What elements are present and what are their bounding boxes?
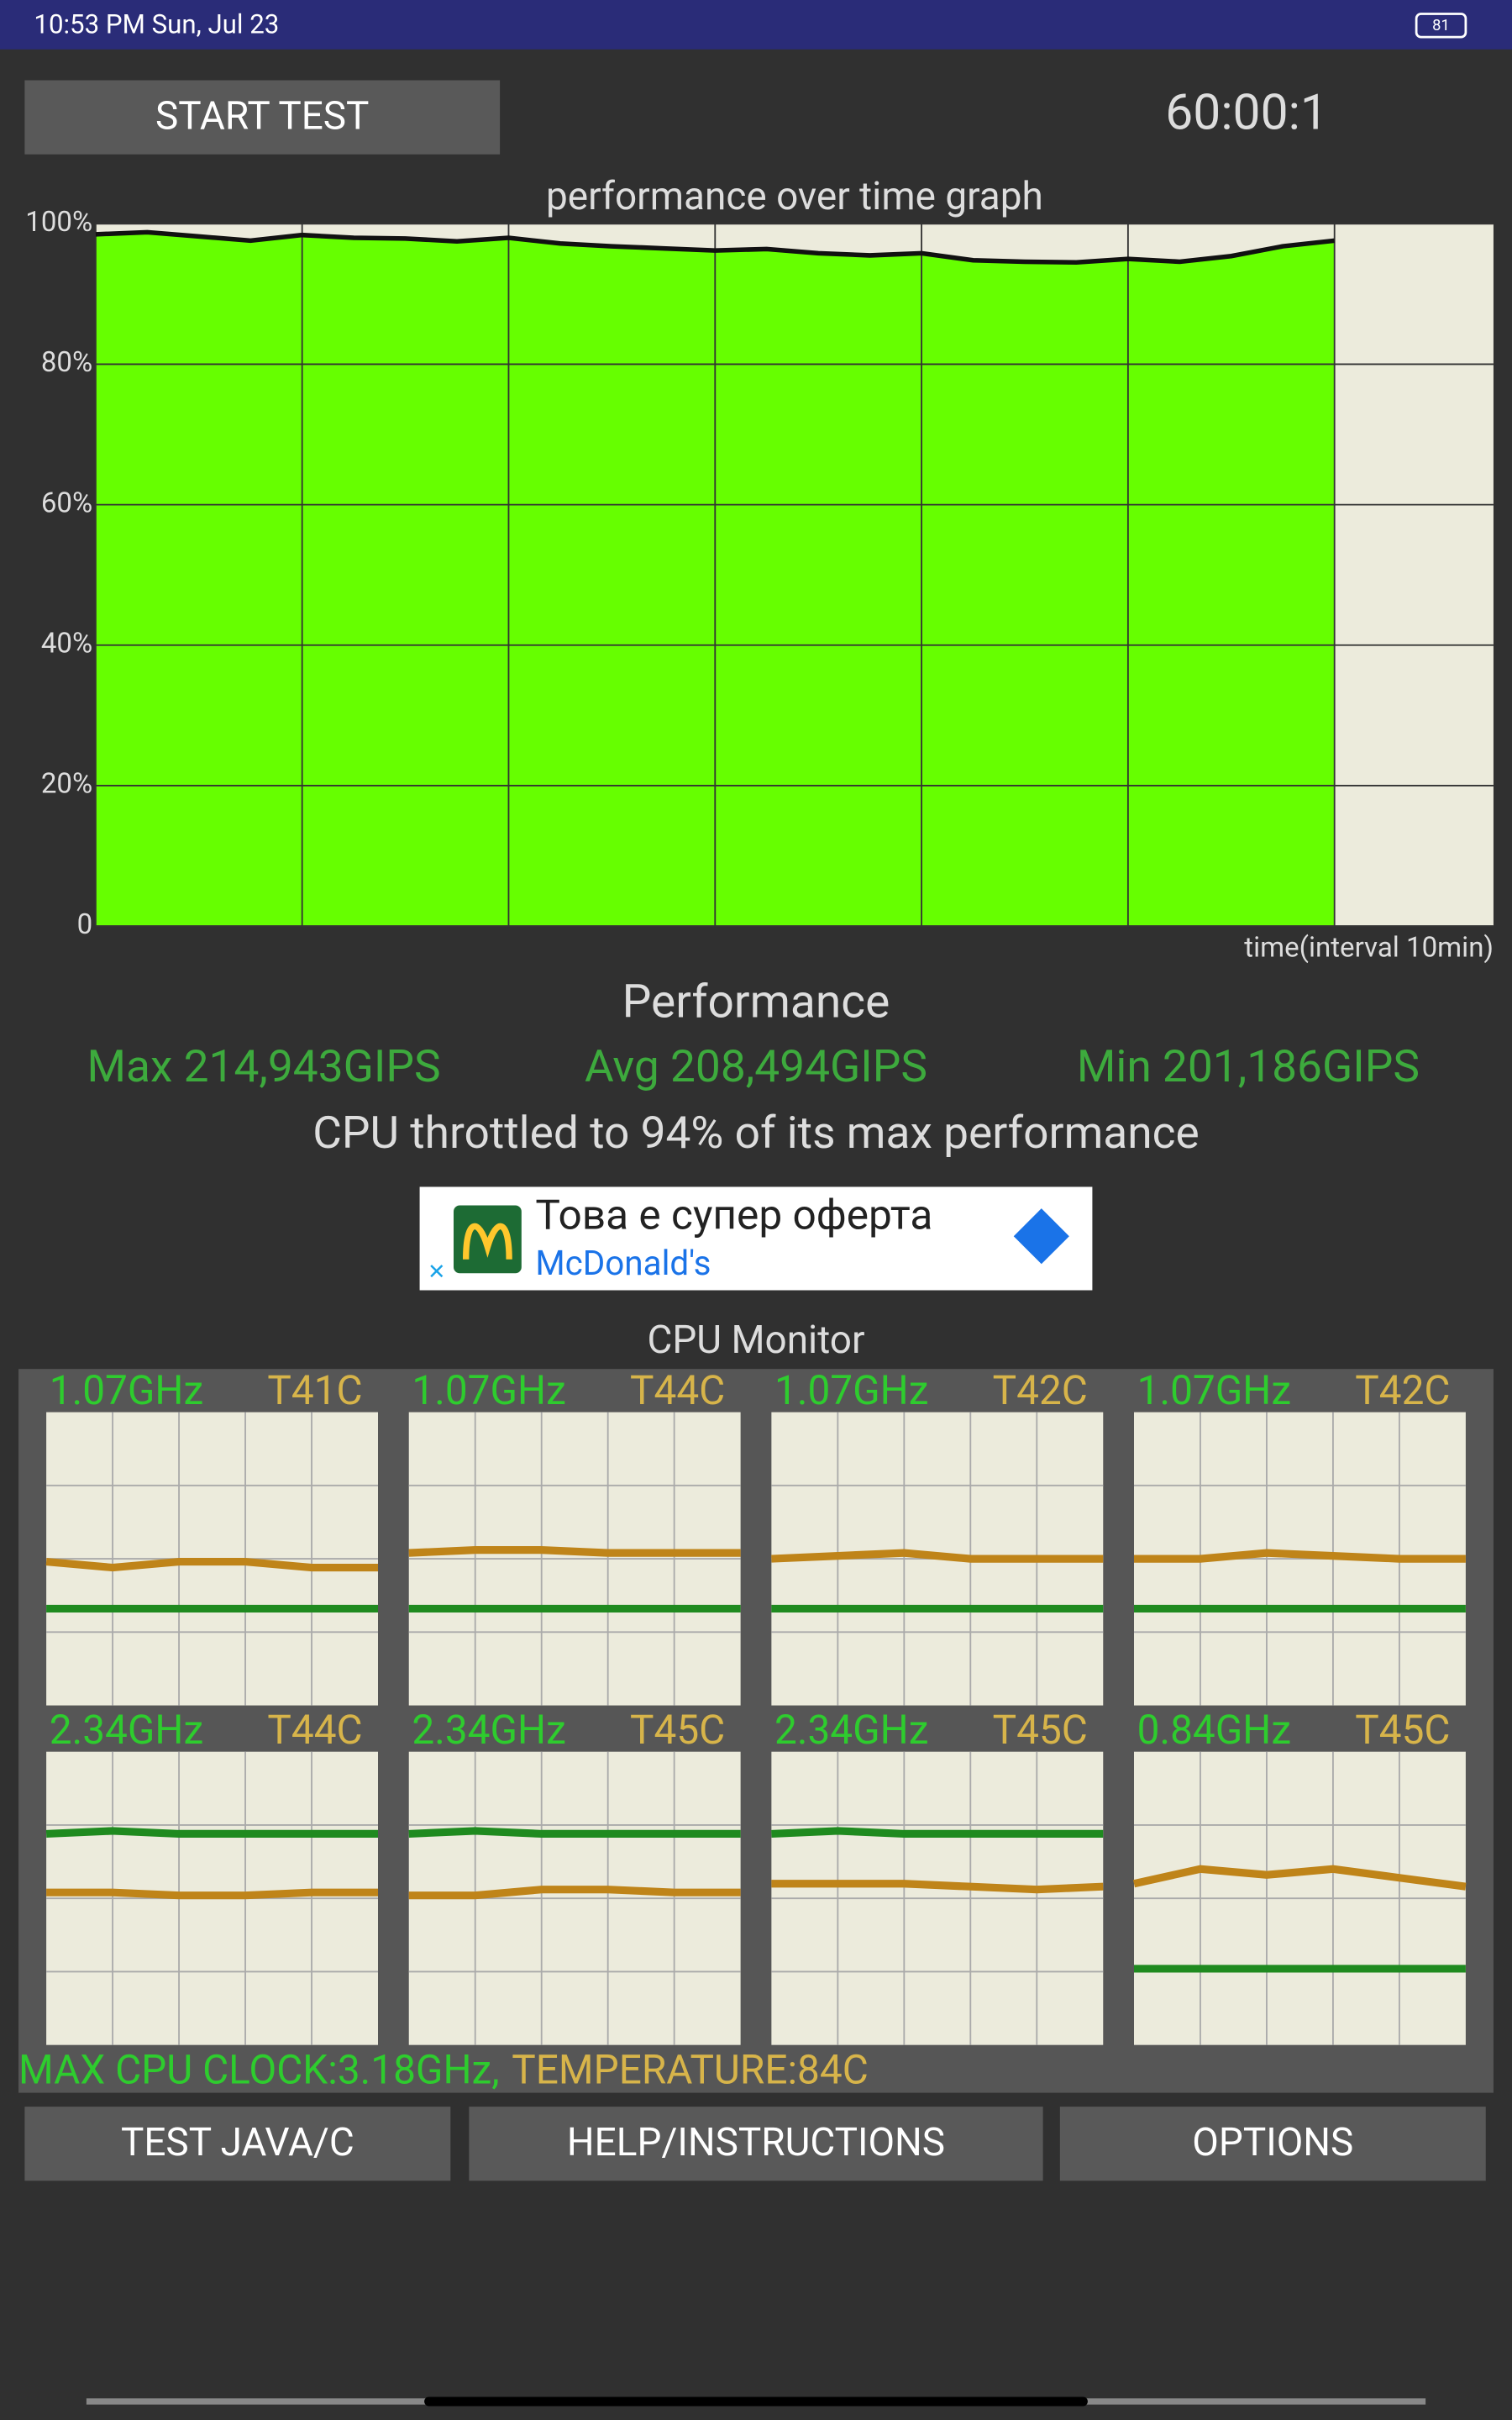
core-temperature-line (1133, 1865, 1467, 1891)
y-tick-label: 80% (41, 346, 92, 379)
ad-brand: McDonald's (535, 1244, 711, 1283)
core-temperature-line (771, 1549, 1104, 1563)
core-temperature-line (408, 1546, 741, 1557)
core-temperature: T41C (267, 1367, 362, 1414)
core-frequency: 2.34GHz (412, 1707, 565, 1754)
core-temperature: T45C (993, 1707, 1088, 1754)
max-cpu-clock: MAX CPU CLOCK:3.18GHz, (18, 2046, 500, 2093)
ad-close[interactable]: ✕ (428, 1260, 446, 1285)
performance-heading: Performance (622, 975, 890, 1028)
core-temperature: T42C (1355, 1367, 1450, 1414)
core-temperature-line (1133, 1549, 1466, 1563)
core-temperature-line (771, 1880, 1104, 1894)
core-frequency: 1.07GHz (412, 1367, 565, 1414)
options-label: OPTIONS (1192, 2120, 1353, 2165)
cpu-monitor-title: CPU Monitor (647, 1318, 864, 1363)
help-button[interactable] (469, 2107, 1043, 2181)
chart-title: performance over time graph (546, 174, 1043, 219)
core-temperature: T44C (267, 1707, 362, 1754)
start-test-button[interactable] (24, 80, 501, 155)
start-test-label: START TEST (155, 94, 369, 139)
nav-handle (424, 2396, 1088, 2407)
status-time: 10:53 PM Sun, Jul 23 (34, 8, 279, 39)
core-frequency: 1.07GHz (50, 1367, 203, 1414)
performance-line (95, 229, 1335, 266)
status-bar (0, 0, 1512, 50)
core-frequency-line (771, 1827, 1104, 1838)
core-temperature: T44C (630, 1367, 725, 1414)
core-temperature-line (46, 1888, 378, 1900)
core-frequency: 2.34GHz (50, 1707, 203, 1754)
plot: 100% 80% 60% 40% 20% 0 (25, 206, 1494, 941)
core-temperature: T45C (1355, 1707, 1450, 1754)
ad-arrow[interactable] (1013, 1208, 1069, 1265)
y-tick-label: 100% (25, 206, 92, 239)
timer: 60:00:1 (1165, 83, 1328, 141)
avg-performance: Avg 208,494GIPS (585, 1041, 927, 1093)
ad-banner[interactable] (419, 1186, 1093, 1291)
core-frequency: 0.84GHz (1137, 1707, 1291, 1754)
core-temperature: T42C (993, 1367, 1088, 1414)
core-frequency-line (408, 1827, 741, 1838)
core-temperature: T45C (630, 1707, 725, 1754)
core-frequency: 2.34GHz (774, 1707, 928, 1754)
core-frequency-line (45, 1827, 378, 1838)
battery-icon (1415, 13, 1467, 39)
test-java-button[interactable] (24, 2107, 451, 2181)
ad-logo-mark (463, 1223, 512, 1260)
throttle-summary: CPU throttled to 94% of its max performa… (312, 1107, 1200, 1160)
help-label: HELP/INSTRUCTIONS (567, 2120, 945, 2165)
cores: 1.07GHz T41C 1.07GHz T44C 1.07GHz T42C 1.07GHz… (45, 1367, 1467, 2045)
test-java-label: TEST JAVA/C (121, 2120, 354, 2165)
y-tick-label: 40% (41, 627, 92, 660)
core-frequency: 1.07GHz (1137, 1367, 1291, 1414)
y-tick-label: 60% (41, 487, 92, 519)
min-performance: Min 201,186GIPS (1077, 1041, 1420, 1093)
options-button[interactable] (1059, 2107, 1486, 2181)
x-axis-label: time(interval 10min) (1244, 931, 1494, 964)
y-tick-label: 0 (77, 908, 93, 941)
max-temperature: TEMPERATURE:84C (512, 2046, 868, 2093)
y-tick-label: 20% (41, 768, 92, 801)
core-temperature-line (408, 1886, 741, 1900)
core-frequency: 1.07GHz (774, 1367, 928, 1414)
battery-level: 81 (1432, 17, 1450, 34)
ad-text: Това е супер оферта (535, 1191, 932, 1239)
max-performance: Max 214,943GIPS (87, 1041, 441, 1093)
core-temperature-line (45, 1557, 378, 1572)
